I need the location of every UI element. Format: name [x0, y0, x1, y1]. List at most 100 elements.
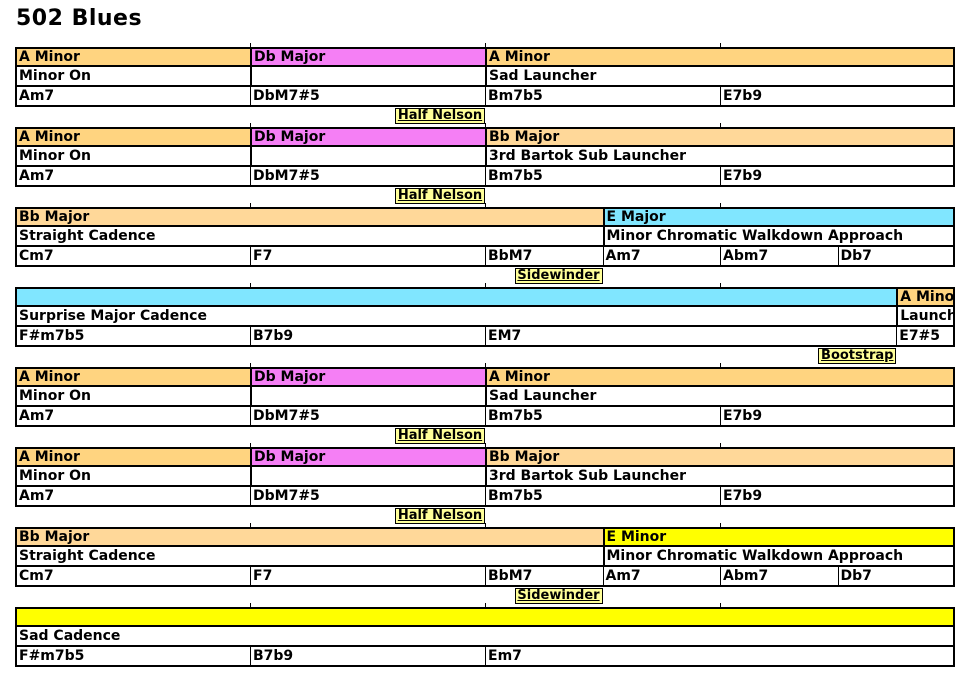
bar-tick [720, 363, 721, 367]
function-label: Minor Chromatic Walkdown Approach [602, 227, 955, 247]
key-band: A Minor [896, 287, 955, 307]
key-band: Db Major [250, 447, 487, 467]
progression-line: A Minor Db Major Bb Major Minor On 3rd Barto… [0, 0, 974, 204]
chord-cell: Bm7b5 [485, 407, 720, 427]
chord-cell: DbM7#5 [250, 167, 485, 187]
brick-connector: Sidewinder [514, 588, 603, 604]
page-title: 502 Blues [16, 6, 143, 31]
function-label: Straight Cadence [15, 547, 605, 567]
chord-cell: Db7 [837, 247, 955, 267]
key-band: Bb Major [485, 447, 955, 467]
progression-line: Bb Major E Minor Straight Cadence Minor Chr… [0, 0, 974, 604]
bar-tick [485, 363, 486, 367]
chord-cell: Am7 [15, 487, 250, 507]
key-band [15, 607, 955, 627]
chord-cell: Cm7 [15, 247, 250, 267]
function-label: Straight Cadence [15, 227, 605, 247]
chord-cell: E7b9 [720, 87, 955, 107]
bar-tick [720, 123, 721, 127]
function-label: Launcher [896, 307, 955, 327]
key-band: A Minor [15, 367, 252, 387]
bar-tick [720, 203, 721, 207]
function-label: Minor On [15, 387, 252, 407]
key-band: A Minor [15, 127, 252, 147]
function-label: Sad Launcher [485, 67, 955, 87]
brick-connector: Half Nelson [395, 108, 485, 124]
chord-cell: Am7 [602, 567, 720, 587]
key-band: Db Major [250, 47, 487, 67]
brick-connector: Half Nelson [395, 508, 485, 524]
bar-tick [485, 123, 486, 127]
bar-tick [485, 43, 486, 47]
chord-cell: Db7 [837, 567, 955, 587]
chord-cell: Am7 [15, 87, 250, 107]
progression-line: Bb Major E Major Straight Cadence Minor Chr… [0, 0, 974, 284]
key-band: Bb Major [485, 127, 955, 147]
function-label: Sad Launcher [485, 387, 955, 407]
key-band: Bb Major [15, 207, 605, 227]
chord-cell: F7 [250, 247, 485, 267]
bar-tick [250, 363, 251, 367]
key-band: Db Major [250, 127, 487, 147]
key-band: A Minor [15, 47, 252, 67]
function-label: Sad Cadence [15, 627, 955, 647]
bar-tick [250, 203, 251, 207]
bar-tick [250, 603, 251, 607]
function-label: 3rd Bartok Sub Launcher [485, 467, 955, 487]
bar-tick [250, 523, 251, 527]
chord-cell: Bm7b5 [485, 487, 720, 507]
bar-tick [720, 43, 721, 47]
brick-connector: Bootstrap [818, 348, 897, 364]
key-band: A Minor [15, 447, 252, 467]
bar-tick [720, 523, 721, 527]
chord-cell: Abm7 [720, 567, 838, 587]
bar-tick [485, 203, 486, 207]
chord-cell: BbM7 [485, 567, 603, 587]
chord-cell: DbM7#5 [250, 87, 485, 107]
chord-cell: Em7 [485, 647, 955, 667]
bar-tick [485, 603, 486, 607]
chord-cell: Abm7 [720, 247, 838, 267]
chord-cell: EM7 [485, 327, 897, 347]
progression-line: A MinorSurprise Major CadenceLauncherF#m… [0, 0, 974, 364]
chord-cell: E7b9 [720, 167, 955, 187]
key-band [15, 287, 899, 307]
bar-tick [720, 603, 721, 607]
key-band: E Minor [602, 527, 955, 547]
chord-cell: F7 [250, 567, 485, 587]
chord-cell: E7#5 [896, 327, 955, 347]
bar-tick [485, 443, 486, 447]
bar-tick [485, 283, 486, 287]
bar-tick [720, 443, 721, 447]
bar-tick [720, 283, 721, 287]
chord-cell: E7b9 [720, 487, 955, 507]
bar-tick [485, 523, 486, 527]
bar-tick [250, 123, 251, 127]
chord-cell: Am7 [602, 247, 720, 267]
chord-cell: Am7 [15, 407, 250, 427]
key-band: Db Major [250, 367, 487, 387]
chord-cell: B7b9 [250, 647, 485, 667]
function-label: Minor Chromatic Walkdown Approach [602, 547, 955, 567]
chord-cell: F#m7b5 [15, 647, 250, 667]
function-label [250, 387, 487, 407]
chord-cell: DbM7#5 [250, 487, 485, 507]
chord-cell: Bm7b5 [485, 167, 720, 187]
chord-cell: B7b9 [250, 327, 485, 347]
function-label: 3rd Bartok Sub Launcher [485, 147, 955, 167]
progression-line: Sad Cadence F#m7b5 B7b9 Em7 [0, 0, 974, 667]
chord-cell: E7b9 [720, 407, 955, 427]
function-label [250, 467, 487, 487]
key-band: Bb Major [15, 527, 605, 547]
function-label: Surprise Major Cadence [15, 307, 899, 327]
brick-connector: Half Nelson [395, 428, 485, 444]
chord-cell: F#m7b5 [15, 327, 250, 347]
key-band: E Major [602, 207, 955, 227]
function-label [250, 147, 487, 167]
progression-line: A Minor Db Major Bb Major Minor On 3rd Barto… [0, 0, 974, 524]
brick-connector: Sidewinder [514, 268, 603, 284]
chord-cell: DbM7#5 [250, 407, 485, 427]
chord-cell: BbM7 [485, 247, 603, 267]
progression-line: A Minor Db Major A Minor Minor On Sad Launch… [0, 0, 974, 444]
key-band: A Minor [485, 47, 955, 67]
